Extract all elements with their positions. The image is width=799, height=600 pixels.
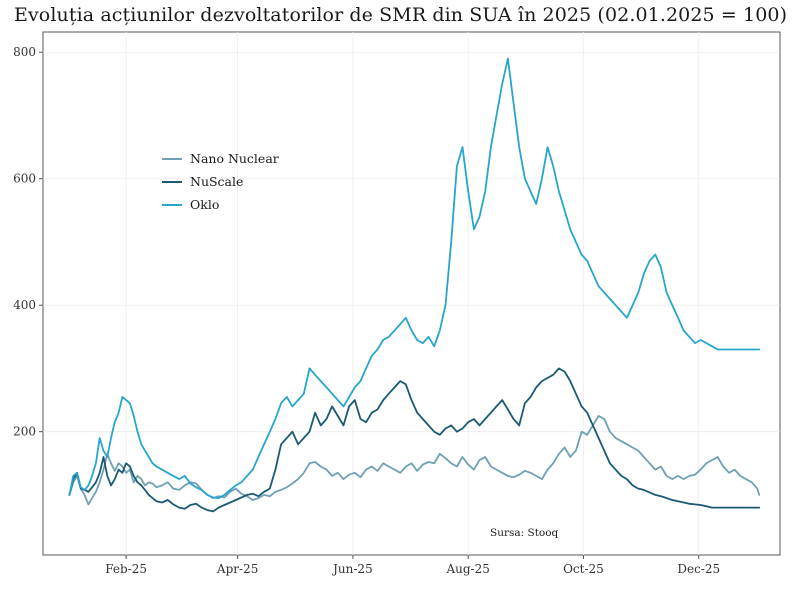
axes: 200 400 600 800 Feb-25 Apr-25 Jun-25 Aug-25 Oct-… (13, 45, 720, 576)
legend-label-oklo: Oklo (190, 197, 219, 212)
y-tick-label: 400 (13, 298, 36, 312)
x-tick-label: Apr-25 (216, 562, 258, 576)
legend: Nano Nuclear NuScale Oklo (162, 151, 279, 212)
chart-title: Evoluția acțiunilor dezvoltatorilor de S… (14, 4, 788, 26)
grid (43, 32, 780, 555)
legend-label-nano-nuclear: Nano Nuclear (190, 151, 279, 166)
series-line-nano-nuclear (68, 414, 761, 506)
x-tick-label: Feb-25 (105, 562, 147, 576)
x-tick-label: Dec-25 (677, 562, 720, 576)
x-tick-label: Oct-25 (563, 562, 604, 576)
source-note: Sursa: Stooq (490, 527, 559, 539)
x-tick-label: Aug-25 (445, 562, 489, 576)
series-group (68, 57, 761, 513)
series-line-oklo (68, 57, 761, 500)
legend-label-nuscale: NuScale (190, 174, 243, 189)
y-tick-label: 800 (13, 45, 36, 59)
x-tick-label: Jun-25 (331, 562, 373, 576)
y-tick-label: 200 (13, 425, 36, 439)
series-line-nuscale (68, 367, 761, 513)
y-tick-label: 600 (13, 172, 36, 186)
